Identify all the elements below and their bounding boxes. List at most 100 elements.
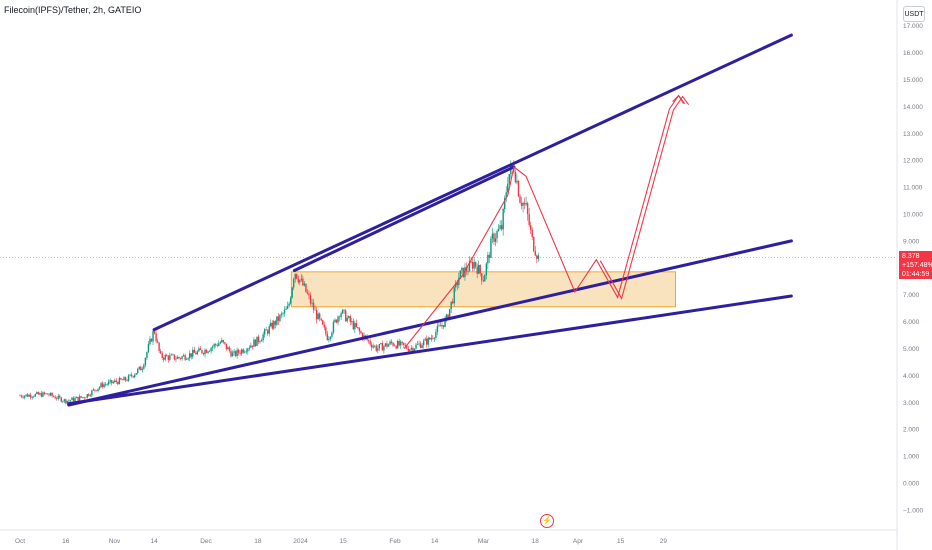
x-tick-label: 18 [254,538,262,545]
candle-body [374,345,376,347]
candle-body [198,348,200,352]
candle-body [97,388,99,392]
candle-body [156,341,159,343]
candle-body [54,396,56,399]
candle-body [433,337,436,339]
candle-body [86,394,88,398]
y-tick-label: 6.000 [903,319,920,326]
candle-body [20,395,23,397]
candle-body [344,310,347,322]
candle-body [491,233,494,239]
y-tick-label: 7.000 [903,292,920,299]
candle-body [448,308,451,319]
candle-body [534,251,536,256]
candle-body [401,341,403,343]
candle-body [178,356,180,359]
candle-body [173,354,176,360]
currency-button[interactable]: USDT [903,6,925,22]
candle-body [242,349,244,353]
y-tick-label: 17.000 [903,23,923,30]
candle-body [92,389,95,391]
candle-body [409,349,411,352]
candle-body [256,336,258,346]
candle-body [179,358,182,359]
trendline [67,239,793,407]
candle-body [83,397,85,399]
candle-body [208,351,211,352]
candle-body [490,238,492,258]
candle-body [533,236,535,252]
candle-body [294,273,296,280]
candle-body [384,343,387,347]
candle-body [241,349,243,354]
candle-body [299,279,301,283]
candle-body [377,348,379,351]
candle-body [505,192,507,199]
candle-body [369,340,371,345]
x-tick-label: 15 [340,538,348,545]
candle-body [273,321,275,329]
candle-body [476,266,478,274]
candle-body [499,225,501,229]
candle-body [395,345,397,349]
candle-body [481,273,483,281]
candle-body [234,351,237,357]
candle-body [456,282,458,286]
candle-body [416,344,419,345]
candle-body [23,395,26,398]
candle-body [352,321,355,330]
candle-body [161,353,163,358]
candle-body [329,336,332,339]
candle-body [317,313,319,320]
candle-body [406,345,408,349]
candle-body [447,314,449,319]
candle-body [309,295,312,304]
candle-body [296,273,298,279]
candle-body [507,183,509,193]
candle-body [66,400,69,404]
candle-body [337,316,339,323]
candle-body [25,394,27,396]
candle-body [360,331,362,334]
candle-body [370,344,373,348]
candle-body [68,400,70,402]
y-tick-label: 0.000 [903,481,920,488]
candle-body [493,233,495,242]
candle-body [285,308,287,310]
candle-body [94,389,96,391]
candle-body [343,309,345,311]
candle-body [129,374,131,376]
candle-body [435,332,437,338]
candle-body [257,336,260,343]
candle-body [503,198,506,209]
candle-body [166,355,168,357]
candle-body [455,282,457,288]
candle-body [130,374,133,377]
candle-body [381,343,384,351]
candle-body [418,343,420,345]
candle-body [187,358,189,360]
candle-body [45,393,47,395]
x-tick-label: 15 [617,538,625,545]
candle-body [306,292,309,294]
candle-body [375,345,377,351]
candle-body [348,316,350,318]
candle-body [322,320,324,325]
candle-body [453,287,455,304]
last-price-tag: 8.378 +157.48% 01:44:59 [899,251,932,279]
candle-body [98,387,101,389]
flash-icon[interactable]: ⚡ [540,514,554,528]
candle-body [338,316,341,318]
candle-body [153,331,156,334]
candle-body [60,397,62,402]
candle-body [55,398,58,400]
candle-body [163,357,165,360]
candle-body [37,392,40,395]
y-tick-label: 1.000 [903,454,920,461]
candle-body [170,354,173,356]
candle-body [452,301,454,304]
candle-body [361,333,364,339]
candle-body [260,340,263,342]
candle-body [143,364,145,369]
